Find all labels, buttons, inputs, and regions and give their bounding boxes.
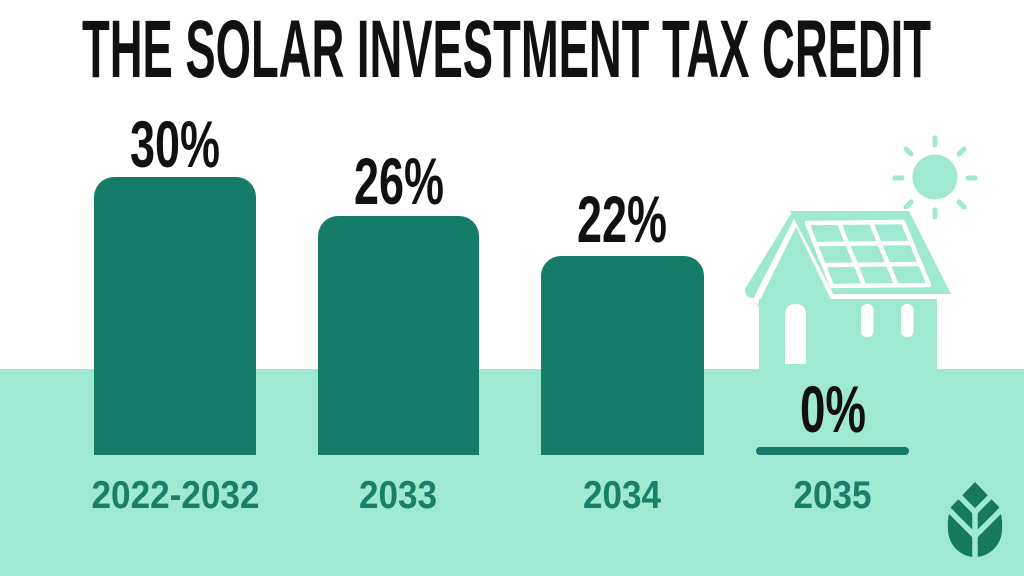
svg-text:22%: 22% — [577, 182, 667, 256]
svg-text:2022-2032: 2022-2032 — [92, 474, 260, 517]
svg-text:2034: 2034 — [583, 474, 661, 517]
svg-text:2033: 2033 — [359, 474, 437, 517]
svg-text:0%: 0% — [800, 372, 866, 446]
svg-text:30%: 30% — [130, 107, 220, 181]
svg-text:THE SOLAR INVESTMENT TAX CREDI: THE SOLAR INVESTMENT TAX CREDIT — [82, 4, 931, 95]
svg-text:2035: 2035 — [794, 474, 872, 517]
svg-text:26%: 26% — [354, 144, 444, 218]
